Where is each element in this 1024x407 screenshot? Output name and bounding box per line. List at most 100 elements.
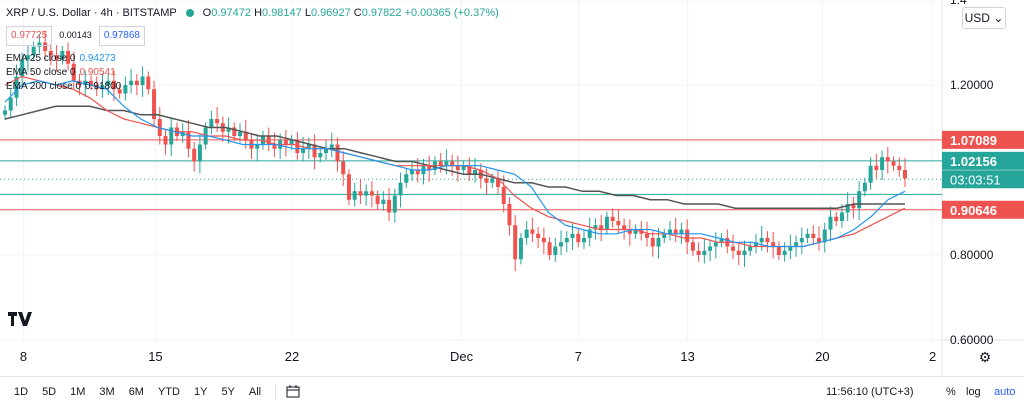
timeframe-5y[interactable]: 5Y [221,386,235,398]
auto-toggle[interactable]: auto [994,386,1016,398]
settings-icon[interactable]: ⚙ [979,349,992,365]
candle-body [106,80,111,85]
candle-body [415,170,420,175]
candle-body [507,204,512,226]
candle-body [306,144,311,149]
candle-body [255,144,260,149]
candle-body [369,191,374,196]
candle-body [226,127,231,132]
tradingview-logo-icon[interactable] [8,312,32,330]
currency-select[interactable]: USD ⌄ [962,7,1006,29]
candle-body [301,148,306,153]
price-label: 1.02156 [950,154,997,169]
candle-body [885,157,890,162]
candle-body [444,161,449,166]
candle-body [473,170,478,175]
candle-body [404,174,409,183]
indicator-list: EMA 25 close 0 0.94273 EMA 50 close 0 0.90… [6,52,499,94]
candle-body [25,55,30,60]
candle-body [581,238,586,243]
candle-body [868,165,873,183]
sell-button[interactable]: 0.97725 [6,26,53,46]
candle-body [713,242,718,247]
candle-body [834,216,839,221]
candle-body [329,144,334,149]
time-tick-label: 8 [20,349,27,364]
candle-body [117,89,122,94]
candle-body [129,80,134,85]
indicator-ema50[interactable]: EMA 50 close 0 0.90541 [6,66,499,80]
buy-button[interactable]: 0.97868 [98,26,145,46]
timeframe-ytd[interactable]: YTD [157,386,180,398]
candle-body [547,242,552,255]
price-chart[interactable]: 0.60000 0.80000 1.20000 1.4 1.07089 1.02156 0.… [0,0,1024,376]
timeframe-all[interactable]: All [248,386,262,398]
candle-body [524,229,529,238]
clock-readout[interactable]: 11:56:10 (UTC+3) [826,386,914,398]
candle-body [650,238,655,247]
candle-body [536,233,541,238]
chevron-down-icon: ⌄ [993,11,1004,25]
candle-body [272,144,277,149]
candle-body [903,170,907,179]
symbol-title[interactable]: XRP / U.S. Dollar · 4h · BITSTAMP [6,7,177,19]
candle-body [352,191,357,200]
candle-body [381,199,386,204]
candle-body [501,187,506,204]
candle-body [163,136,168,145]
candle-body [54,55,59,60]
candle-body [857,191,862,209]
timeframe-1y[interactable]: 1Y [193,386,208,398]
candle-body [8,97,13,111]
price-label: 1.07089 [950,133,997,148]
indicator-value: 0.90541 [79,67,116,78]
low-value: 0.96927 [310,7,351,19]
candle-body [776,246,781,255]
candle-body [100,85,105,90]
indicator-ema200[interactable]: EMA 200 close 0 0.91800 [6,80,499,94]
candle-body [604,216,609,230]
candle-body [622,225,627,230]
log-toggle[interactable]: log [966,386,981,398]
candle-body [736,250,741,255]
candle-body [467,165,472,175]
candle-body [817,238,822,243]
candle-body [387,199,392,213]
percent-toggle[interactable]: % [946,386,956,398]
timeframe-1m[interactable]: 1M [70,386,86,398]
spread-value: 0.00143 [59,30,92,40]
price-label-box [942,151,1024,170]
candle-body [771,242,776,247]
candle-body [232,127,237,136]
candle-body [696,250,701,255]
timeframe-5d[interactable]: 5D [42,386,57,398]
symbol-row: XRP / U.S. Dollar · 4h · BITSTAMP O0.974… [6,6,499,20]
candle-body [811,233,816,238]
timeframe-1d[interactable]: 1D [14,386,29,398]
candle-body [3,110,7,115]
candle-body [587,229,592,238]
candle-body [553,246,558,255]
candle-body [14,76,19,98]
timeframe-3m[interactable]: 3M [99,386,115,398]
candle-body [438,161,443,166]
date-range-icon[interactable] [286,384,300,401]
time-tick-label: Dec [450,349,474,364]
candle-body [335,144,340,162]
candle-body [289,140,294,145]
candle-body [398,182,403,196]
candle-body [375,195,380,204]
price-label-box [942,130,1024,149]
candle-body [364,191,369,196]
candle-body [667,229,672,234]
candle-body [358,191,363,196]
indicator-ema25[interactable]: EMA 25 close 0 0.94273 [6,52,499,66]
candle-body [410,170,415,175]
candle-body [146,76,151,90]
indicator-label: EMA 25 close 0 [6,53,76,64]
candle-body [111,80,116,90]
candle-body [753,242,758,247]
candle-body [541,238,546,243]
candle-body [209,119,214,128]
timeframe-6m[interactable]: 6M [128,386,144,398]
